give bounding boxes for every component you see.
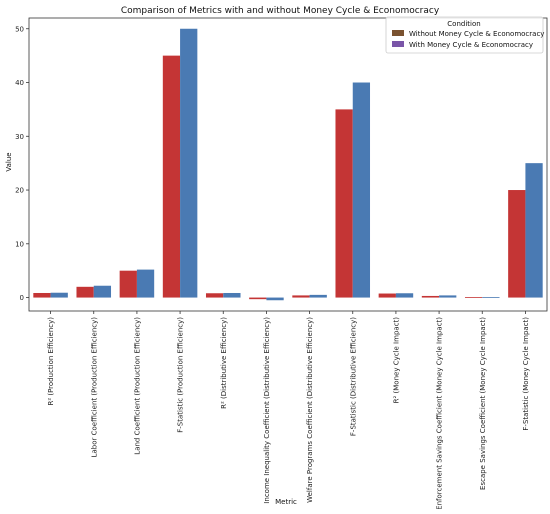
bar-with [309,294,327,298]
legend-label-with: With Money Cycle & Economocracy [409,41,533,49]
bar-with [525,163,543,298]
x-tick-label: R² (Money Cycle Impact) [392,317,400,404]
x-tick-label: F-Statistic (Production Efficiency) [177,317,185,433]
bar-without [33,292,51,298]
bar-with [93,285,112,298]
bar-with [439,295,457,298]
legend-label-without: Without Money Cycle & Economocracy [409,30,544,38]
x-tick-label: Land Coefficient (Production Efficiency) [133,317,141,455]
y-tick-label: 20 [15,187,24,195]
x-tick-label: R² (Distributive Efficiency) [220,317,228,409]
y-tick-label: 0 [20,294,24,302]
bar-without [292,295,310,298]
bar-without [119,270,137,298]
legend: Condition Without Money Cycle & Economoc… [385,16,544,54]
x-tick-label: Escape Savings Coefficient (Money Cycle … [479,317,487,490]
legend-title: Condition [447,20,480,28]
bar-with [482,297,500,298]
bar-without [335,109,353,298]
x-tick-label: Income Inequality Coefficient (Distribut… [263,317,271,504]
x-tick-label: Enforcement Savings Coefficient (Money C… [436,317,444,509]
y-axis-label: Value [5,152,13,171]
x-tick-label: Labor Coefficient (Production Efficiency… [90,317,98,458]
bar-with [223,292,241,298]
bar-with [50,292,68,298]
legend-swatch-with [392,41,404,47]
bar-without [421,295,440,298]
plot-frame [28,17,548,312]
chart-title: Comparison of Metrics with and without M… [121,6,440,16]
bar-with [180,28,198,298]
bar-with [136,269,155,298]
x-tick-label: R² (Production Efficiency) [47,317,55,406]
bar-without [249,297,267,300]
bar-without [378,293,396,298]
x-axis-label: Metric [275,498,297,506]
y-tick-label: 30 [15,133,24,141]
bar-without [76,286,94,298]
bar-without [464,297,483,298]
y-tick-label: 10 [15,240,24,248]
legend-frame [385,16,544,54]
bar-without [162,55,181,298]
x-tick-label: F-Statistic (Money Cycle Impact) [522,317,530,431]
y-tick-label: 40 [15,79,24,87]
bar-with [395,293,414,298]
y-tick-label: 50 [15,25,24,33]
x-tick-label: F-Statistic (Distributive Efficiency) [349,317,357,436]
legend-swatch-without [392,30,404,36]
bar-with [266,297,284,301]
plot-area: 0 10 20 30 40 50 R² (Production Efficiency) Lab… [15,17,548,510]
bar-without [205,293,224,298]
bar-with [352,82,371,298]
bar-without [508,190,526,298]
x-tick-label: Welfare Programs Coefficient (Distributi… [306,317,314,503]
